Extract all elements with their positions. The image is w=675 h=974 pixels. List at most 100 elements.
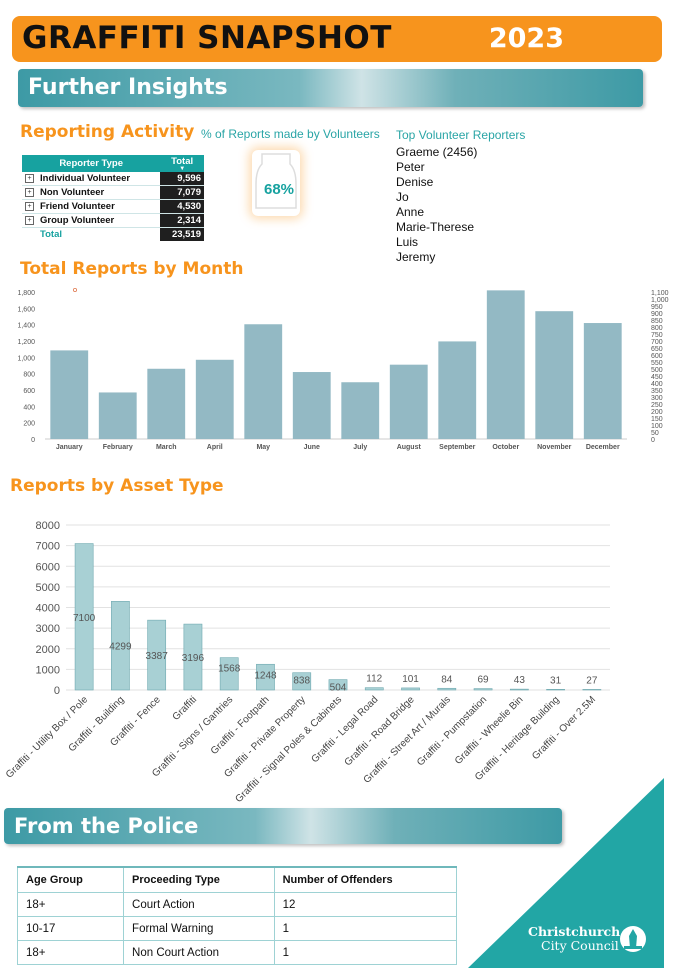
list-item: Peter xyxy=(396,160,425,174)
proceeding-type-header: Proceeding Type xyxy=(123,866,275,893)
x-tick-label: Graffiti xyxy=(171,694,199,722)
asset-bar xyxy=(74,543,94,691)
asset-bar xyxy=(582,689,602,691)
data-label: 7100 xyxy=(73,613,96,624)
list-item: Denise xyxy=(396,175,434,189)
x-tick-label: August xyxy=(397,444,422,451)
asset-bar xyxy=(473,688,493,691)
expand-icon[interactable]: + xyxy=(25,187,34,197)
y2-tick-label: 50 xyxy=(651,430,659,437)
expand-icon[interactable]: + xyxy=(25,173,34,183)
y2-tick-label: 800 xyxy=(651,325,663,332)
y2-tick-label: 450 xyxy=(651,374,663,381)
asset-bar xyxy=(183,623,203,691)
y-tick-label: 4000 xyxy=(36,603,60,615)
x-tick-label: October xyxy=(492,444,519,451)
x-tick-label: Graffiti - Road Bridge xyxy=(343,694,417,768)
corner-triangle xyxy=(468,778,664,968)
y-tick-label: 1,200 xyxy=(17,339,35,346)
month-bar-december xyxy=(583,323,622,439)
y2-tick-label: 750 xyxy=(651,332,663,339)
month-bar-chart: 02004006008001,0001,2001,4001,6001,80005… xyxy=(17,288,669,451)
list-item: Marie-Therese xyxy=(396,220,475,234)
x-tick-label: Graffiti - Legal Road xyxy=(309,694,380,765)
y-tick-label: 1000 xyxy=(36,664,60,676)
data-label: 3196 xyxy=(182,653,205,664)
y2-tick-label: 1,100 xyxy=(651,290,669,297)
top-reporters-list: Graeme (2456) Peter Denise Jo Anne Marie… xyxy=(396,145,477,265)
data-label: 31 xyxy=(550,675,562,686)
x-tick-label: December xyxy=(586,444,620,451)
list-item: Jo xyxy=(396,190,409,204)
month-bar-april xyxy=(195,359,234,439)
asset-bar xyxy=(147,619,167,691)
council-logo-icon xyxy=(620,926,646,952)
data-label: 112 xyxy=(366,674,382,685)
month-bar-november xyxy=(535,311,574,439)
reporter-type-header[interactable]: Reporter Type xyxy=(22,155,161,172)
data-label: 84 xyxy=(441,674,453,685)
month-bar-february xyxy=(98,392,137,439)
asset-bar xyxy=(546,689,565,691)
table-row: + Group Volunteer 2,314 xyxy=(22,213,204,228)
table-row: + Friend Volunteer 4,530 xyxy=(22,199,204,214)
month-bar-june xyxy=(292,372,331,439)
y-tick-label: 800 xyxy=(23,372,35,379)
y2-tick-label: 1,000 xyxy=(651,297,669,304)
asset-bar xyxy=(292,672,312,691)
year-label: 2023 xyxy=(488,23,564,54)
y2-tick-label: 850 xyxy=(651,318,663,325)
data-label: 101 xyxy=(402,674,419,685)
table-row: 18+ Non Court Action 1 xyxy=(16,940,458,965)
y-tick-label: 1,000 xyxy=(17,355,35,362)
percent-shape-icon xyxy=(255,153,297,209)
data-label: 69 xyxy=(478,675,490,686)
council-logo-text: Christchurch City Council xyxy=(528,924,621,953)
list-item: Luis xyxy=(396,235,419,249)
asset-bar-chart: 0 1000 2000 3000 4000 5000 6000 7000 8000 7100 Gra… xyxy=(4,520,610,805)
month-bar-may xyxy=(244,324,283,439)
further-insights-banner: Further Insights xyxy=(18,69,643,107)
y-tick-label: 1,800 xyxy=(17,290,35,297)
y-tick-label: 8000 xyxy=(36,520,60,532)
data-label: 27 xyxy=(586,675,598,686)
month-bar-january xyxy=(50,350,89,439)
y-tick-label: 400 xyxy=(23,404,35,411)
asset-chart-title: Reports by Asset Type xyxy=(10,476,224,496)
month-bar-march xyxy=(147,368,186,439)
data-label: 4299 xyxy=(109,642,132,653)
expand-icon[interactable]: + xyxy=(25,215,34,225)
y-tick-label: 1,600 xyxy=(17,306,35,313)
asset-bar xyxy=(256,663,275,691)
y2-tick-label: 650 xyxy=(651,346,663,353)
y2-tick-label: 150 xyxy=(651,416,663,423)
asset-bar xyxy=(111,601,130,691)
table-row: + Individual Volunteer 9,596 xyxy=(22,172,204,186)
header-bar: GRAFFITI SNAPSHOT 2023 xyxy=(12,16,662,62)
y2-tick-label: 500 xyxy=(651,367,663,374)
x-tick-label: Graffiti - Over 2.5M xyxy=(530,694,598,762)
table-total-row: Total 23,519 xyxy=(22,227,204,241)
reporting-activity-title: Reporting Activity xyxy=(20,122,195,142)
month-bar-september xyxy=(438,341,477,439)
x-tick-label: July xyxy=(353,444,367,451)
y-tick-label: 200 xyxy=(23,421,35,428)
data-label: 838 xyxy=(293,676,310,687)
y2-tick-label: 250 xyxy=(651,402,663,409)
expand-icon[interactable]: + xyxy=(25,201,34,211)
data-label: 504 xyxy=(330,683,347,694)
month-bar-july xyxy=(341,382,380,439)
y2-tick-label: 350 xyxy=(651,388,663,395)
y-tick-label: 6000 xyxy=(36,561,60,573)
page-title: GRAFFITI SNAPSHOT xyxy=(22,20,392,56)
reporter-type-table: Reporter Type Total ▼ + Individual Volunte… xyxy=(22,155,204,241)
data-label: 1248 xyxy=(254,670,277,681)
asset-bar xyxy=(364,687,384,691)
x-tick-label: Graffiti - Pumpstation xyxy=(415,694,489,768)
y2-tick-label: 400 xyxy=(651,381,663,388)
list-item: Graeme (2456) xyxy=(396,145,478,159)
sort-down-icon: ▼ xyxy=(179,165,186,172)
total-header[interactable]: Total ▼ xyxy=(160,155,204,172)
y-tick-label: 3000 xyxy=(36,623,60,635)
list-item: Jeremy xyxy=(396,250,436,264)
